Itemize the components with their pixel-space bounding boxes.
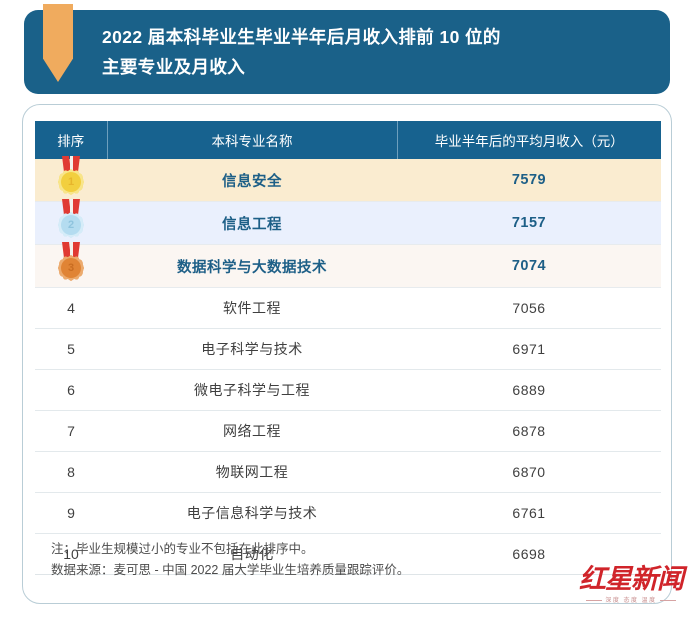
medal-number: 1 xyxy=(58,169,84,195)
major-cell: 自动化 xyxy=(107,533,397,575)
rank-cell: 3 xyxy=(35,242,107,288)
table-header-row: 排序 本科专业名称 毕业半年后的平均月收入（元） xyxy=(35,121,661,159)
pay-cell: 6698 xyxy=(397,533,661,575)
ranking-table: 排序 本科专业名称 毕业半年后的平均月收入（元） 1 信息安全 7579 xyxy=(35,121,661,575)
table-body: 1 信息安全 7579 2 信息工程 7157 xyxy=(35,156,661,575)
header-banner: 2022 届本科毕业生毕业半年后月收入排前 10 位的 主要专业及月收入 xyxy=(24,4,670,94)
medal-number: 2 xyxy=(58,212,84,238)
rank-cell: 8 xyxy=(35,451,107,493)
table-row: 7 网络工程 6878 xyxy=(35,410,661,452)
table-row: 8 物联网工程 6870 xyxy=(35,451,661,493)
pay-cell: 7056 xyxy=(397,287,661,329)
major-cell: 电子信息科学与技术 xyxy=(107,492,397,534)
column-header-rank: 排序 xyxy=(35,121,108,159)
pay-cell: 7074 xyxy=(397,244,661,288)
rank-cell: 1 xyxy=(35,156,107,202)
major-cell: 微电子科学与工程 xyxy=(107,369,397,411)
pay-cell: 6971 xyxy=(397,328,661,370)
major-cell: 软件工程 xyxy=(107,287,397,329)
page-title-line2: 主要专业及月收入 xyxy=(102,57,246,77)
table-row: 10 自动化 6698 xyxy=(35,533,661,575)
rank-cell: 9 xyxy=(35,492,107,534)
red-star-news-logo: 红星新闻 深度 态度 温度 xyxy=(572,563,690,619)
major-cell: 网络工程 xyxy=(107,410,397,452)
gold-medal-icon: 1 xyxy=(54,156,88,200)
logo-name: 红星新闻 xyxy=(579,564,684,595)
pay-cell: 6889 xyxy=(397,369,661,411)
footnotes: 注：毕业生规模过小的专业不包括在此排序中。 数据来源：麦可思 - 中国 2022… xyxy=(51,539,409,581)
rank-cell: 2 xyxy=(35,199,107,245)
table-row: 5 电子科学与技术 6971 xyxy=(35,328,661,370)
major-cell: 物联网工程 xyxy=(107,451,397,493)
column-header-major: 本科专业名称 xyxy=(107,121,398,159)
table-row: 1 信息安全 7579 xyxy=(35,156,661,202)
table-row: 9 电子信息科学与技术 6761 xyxy=(35,492,661,534)
rank-cell: 4 xyxy=(35,287,107,329)
page-title: 2022 届本科毕业生毕业半年后月收入排前 10 位的 主要专业及月收入 xyxy=(102,22,652,82)
rank-cell: 5 xyxy=(35,328,107,370)
footnote-note: 注：毕业生规模过小的专业不包括在此排序中。 xyxy=(51,542,314,556)
logo-tagline: 深度 态度 温度 xyxy=(572,595,690,604)
major-cell: 数据科学与大数据技术 xyxy=(107,244,397,288)
footnote-source: 数据来源：麦可思 - 中国 2022 届大学毕业生培养质量跟踪评价。 xyxy=(51,563,410,577)
rank-cell: 7 xyxy=(35,410,107,452)
ranking-card: 排序 本科专业名称 毕业半年后的平均月收入（元） 1 信息安全 7579 xyxy=(22,104,672,604)
rank-cell: 6 xyxy=(35,369,107,411)
major-cell: 电子科学与技术 xyxy=(107,328,397,370)
silver-medal-icon: 2 xyxy=(54,199,88,243)
page-title-line1: 2022 届本科毕业生毕业半年后月收入排前 10 位的 xyxy=(102,27,501,47)
bronze-medal-icon: 3 xyxy=(54,242,88,286)
pay-cell: 6870 xyxy=(397,451,661,493)
table-row: 6 微电子科学与工程 6889 xyxy=(35,369,661,411)
table-row: 3 数据科学与大数据技术 7074 xyxy=(35,242,661,288)
table-row: 4 软件工程 7056 xyxy=(35,287,661,329)
pay-cell: 6761 xyxy=(397,492,661,534)
pay-cell: 7157 xyxy=(397,201,661,245)
major-cell: 信息工程 xyxy=(107,201,397,245)
pay-cell: 6878 xyxy=(397,410,661,452)
pay-cell: 7579 xyxy=(397,159,661,202)
rank-cell: 10 xyxy=(35,533,107,575)
table-row: 2 信息工程 7157 xyxy=(35,199,661,245)
column-header-pay: 毕业半年后的平均月收入（元） xyxy=(397,121,661,159)
medal-number: 3 xyxy=(58,255,84,281)
major-cell: 信息安全 xyxy=(107,159,397,202)
header-bar xyxy=(24,10,670,94)
